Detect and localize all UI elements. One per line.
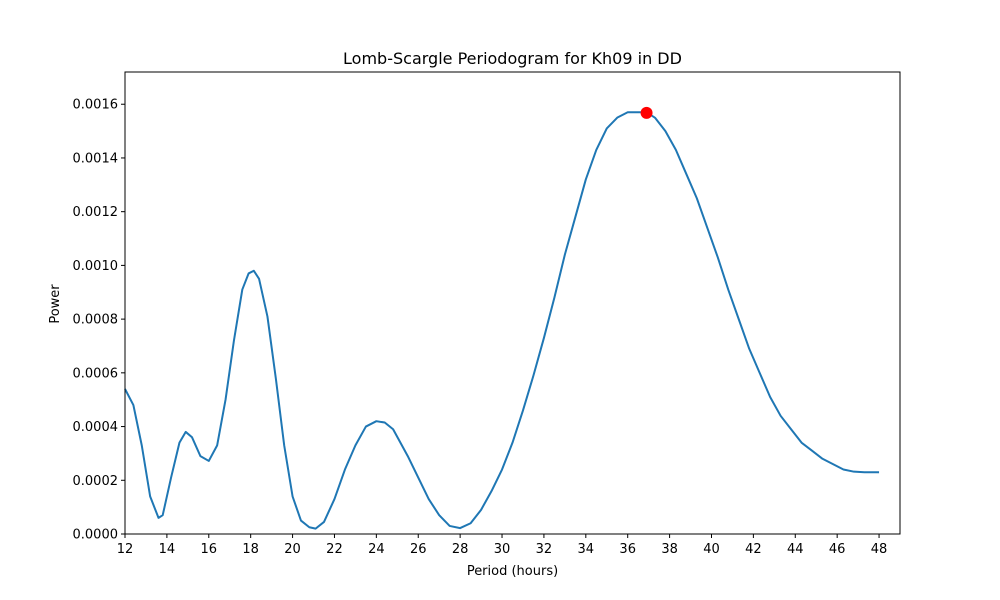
x-tick-label-46: 46 (829, 542, 846, 557)
x-tick-label-20: 20 (284, 542, 301, 557)
x-tick-label-22: 22 (326, 542, 343, 557)
x-tick-label-18: 18 (242, 542, 259, 557)
x-tick-label-28: 28 (452, 542, 469, 557)
x-tick-label-30: 30 (494, 542, 511, 557)
x-tick-label-38: 38 (661, 542, 678, 557)
series-line-0 (124, 111, 880, 530)
x-tick-label-44: 44 (787, 542, 804, 557)
axes-frame (124, 71, 901, 535)
chart-title: Lomb-Scargle Periodogram for Kh09 in DD (343, 49, 682, 68)
peak-marker (640, 106, 653, 119)
x-tick-label-26: 26 (410, 542, 427, 557)
plot-area: 12 14 16 18 20 22 24 26 28 30 32 34 36 38 40 42 44 46 48 0.… (73, 71, 901, 557)
y-tick-label-0.0010: 0.0010 (73, 259, 119, 274)
x-tick-label-24: 24 (368, 542, 385, 557)
x-tick-label-14: 14 (159, 542, 176, 557)
x-tick-label-34: 34 (578, 542, 595, 557)
x-tick-label-40: 40 (703, 542, 720, 557)
y-tick-label-0.0016: 0.0016 (73, 98, 119, 113)
y-tick-label-0.0002: 0.0002 (73, 474, 119, 489)
x-axis-label: Period (hours) (467, 564, 558, 579)
x-tick-label-48: 48 (871, 542, 888, 557)
y-tick-label-0.0006: 0.0006 (73, 366, 119, 381)
x-tick-label-36: 36 (619, 542, 636, 557)
x-tick-label-16: 16 (201, 542, 218, 557)
y-axis-label: Power (48, 284, 63, 324)
x-tick-label-42: 42 (745, 542, 762, 557)
x-tick-label-12: 12 (117, 542, 134, 557)
y-tick-label-0.0014: 0.0014 (73, 151, 119, 166)
x-tick-label-32: 32 (536, 542, 553, 557)
y-tick-label-0.0008: 0.0008 (73, 313, 119, 328)
y-tick-label-0.0000: 0.0000 (73, 528, 119, 543)
y-tick-label-0.0012: 0.0012 (73, 205, 119, 220)
y-tick-label-0.0004: 0.0004 (73, 420, 119, 435)
